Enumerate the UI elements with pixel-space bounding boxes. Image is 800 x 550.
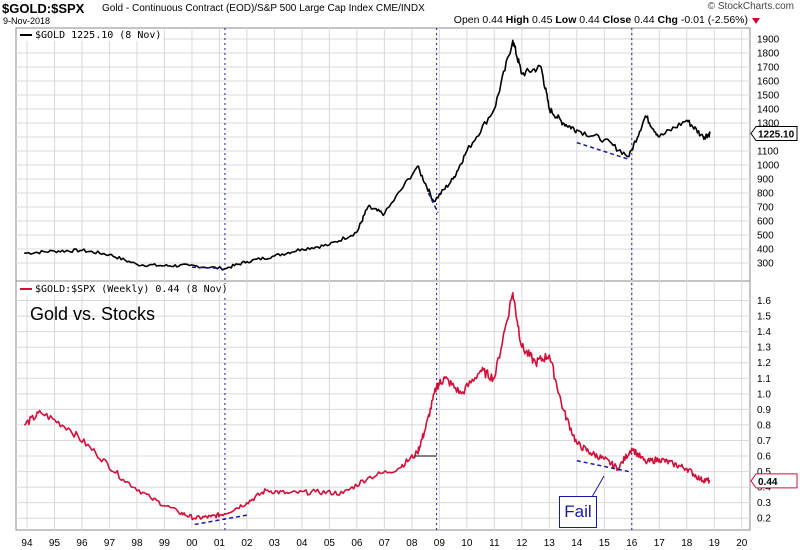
x-tick-label: 09 [434,538,446,549]
x-tick-label: 19 [709,538,721,549]
trendline-top [576,141,630,161]
ratio-legend: $GOLD:$SPX (Weekly) 0.44 (8 Nov) [18,284,230,295]
ohlc-readout: Open 0.44 High 0.45 Low 0.44 Close 0.44 … [454,14,748,26]
y-tick-label: 1900 [757,35,780,46]
y-tick-label: 0.8 [757,420,771,431]
gold-legend-swatch [20,34,32,36]
chart-date: 9-Nov-2018 [3,16,51,26]
y-tick-label: 700 [757,203,774,214]
y-tick-label: 1.0 [757,389,771,400]
low-value: 0.44 [579,14,600,26]
y-tick-label: 1400 [757,105,780,116]
y-tick-label: 1800 [757,49,780,60]
x-tick-label: 10 [461,538,473,549]
last-value-label: 1225.10 [758,130,795,141]
y-tick-label: 500 [757,231,774,242]
x-tick-label: 94 [21,538,33,549]
close-label: Close [602,14,632,26]
chart-menu-triangle-icon[interactable] [752,18,760,24]
ratio-legend-swatch [20,288,32,290]
y-tick-label: 1700 [757,63,780,74]
gold-vs-stocks-annotation: Gold vs. Stocks [30,304,156,324]
ratio-series-line [24,292,711,521]
panel-frame-1 [15,27,751,282]
x-tick-label: 16 [626,538,638,549]
x-tick-label: 13 [544,538,556,549]
y-tick-label: 1.3 [757,343,771,354]
y-tick-label: 900 [757,175,774,186]
close-value: 0.44 [634,14,655,26]
gold-series-line [24,39,711,271]
x-tick-label: 00 [186,538,198,549]
y-tick-label: 400 [757,245,774,256]
last-value-marker [750,473,798,489]
trendline-top [427,192,439,213]
last-value-label: 0.44 [758,477,778,488]
x-tick-label: 17 [654,538,666,549]
panel-frame-2 [15,280,751,531]
y-tick-label: 1100 [757,147,779,158]
x-tick-label: 18 [681,538,693,549]
last-value-marker [750,126,798,141]
high-label: High [505,14,530,26]
x-tick-label: 98 [131,538,143,549]
y-tick-label: 1300 [757,119,780,130]
ratio-legend-text: $GOLD:$SPX (Weekly) 0.44 (8 Nov) [35,284,228,295]
fail-pointer [591,475,605,498]
fail-annotation: Fail [559,496,597,528]
x-tick-label: 02 [241,538,253,549]
y-tick-label: 1.4 [757,327,771,338]
y-tick-label: 0.2 [757,514,771,525]
x-tick-label: 01 [214,538,226,549]
trendline-bottom [576,459,630,473]
y-tick-label: 0.9 [757,405,771,416]
high-value: 0.45 [532,14,553,26]
chart-description: Gold - Continuous Contract (EOD)/S&P 500… [102,3,425,14]
y-tick-label: 1500 [757,91,780,102]
brand-label: © StockCharts.com [707,1,794,12]
x-tick-label: 06 [351,538,363,549]
x-tick-label: 05 [324,538,336,549]
y-tick-label: 1600 [757,77,780,88]
x-tick-label: 15 [599,538,611,549]
x-tick-label: 11 [489,538,500,549]
y-tick-label: 0.7 [757,436,771,447]
y-tick-label: 1.5 [757,312,771,323]
x-tick-label: 04 [296,538,308,549]
x-tick-label: 20 [736,538,748,549]
chg-label: Chg [657,14,678,26]
low-label: Low [555,14,577,26]
trendline-bottom [194,514,248,526]
chg-value: -0.01 (-2.56%) [680,14,748,26]
y-tick-label: 0.5 [757,467,771,478]
open-value: 0.44 [482,14,503,26]
open-label: Open [453,14,480,26]
trendline-top [191,266,223,270]
y-tick-label: 1000 [757,161,780,172]
y-tick-label: 300 [757,259,774,270]
chart-symbol: $GOLD:$SPX [2,1,85,16]
y-tick-label: 0.3 [757,498,771,509]
x-tick-label: 14 [571,538,583,549]
x-tick-label: 08 [406,538,418,549]
x-tick-label: 99 [159,538,171,549]
x-tick-label: 03 [269,538,281,549]
y-tick-label: 1.1 [757,374,771,385]
x-tick-label: 07 [379,538,391,549]
y-tick-label: 1.6 [757,296,771,307]
gold-legend-text: $GOLD 1225.10 (8 Nov) [35,30,162,41]
y-tick-label: 600 [757,217,774,228]
gold-legend: $GOLD 1225.10 (8 Nov) [18,30,164,41]
x-tick-label: 96 [76,538,88,549]
y-tick-label: 800 [757,189,774,200]
x-tick-label: 95 [49,538,61,549]
x-tick-label: 97 [104,538,116,549]
y-tick-label: 1.2 [757,358,771,369]
x-tick-label: 12 [516,538,528,549]
y-tick-label: 0.6 [757,452,771,463]
